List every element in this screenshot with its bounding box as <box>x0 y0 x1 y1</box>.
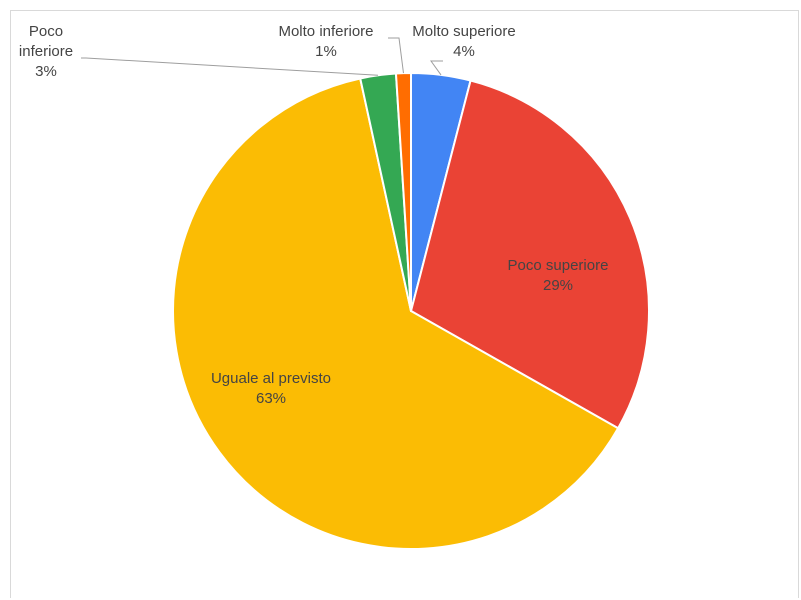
pie-slices <box>172 72 650 550</box>
label-uguale-al-previsto: Uguale al previsto 63% <box>211 370 331 407</box>
label-molto-superiore: Molto superiore 4% <box>412 23 515 60</box>
leader-molto-superiore <box>430 60 443 76</box>
slice-labels: Poco superiore 29% Uguale al previsto 63% Mo… <box>19 23 609 407</box>
leader-molto-inferiore <box>388 37 404 74</box>
leader-poco-inferiore <box>81 57 379 76</box>
leader-lines <box>81 37 443 76</box>
label-molto-inferiore: Molto inferiore 1% <box>278 23 373 60</box>
chart-frame <box>10 10 799 598</box>
pie-slice-molto-inferiore <box>394 72 412 312</box>
pie-slice-uguale-al-previsto <box>172 77 620 550</box>
pie-slice-poco-superiore <box>410 79 650 430</box>
label-poco-inferiore: Poco inferiore 3% <box>19 23 73 80</box>
label-poco-superiore: Poco superiore 29% <box>508 257 609 294</box>
